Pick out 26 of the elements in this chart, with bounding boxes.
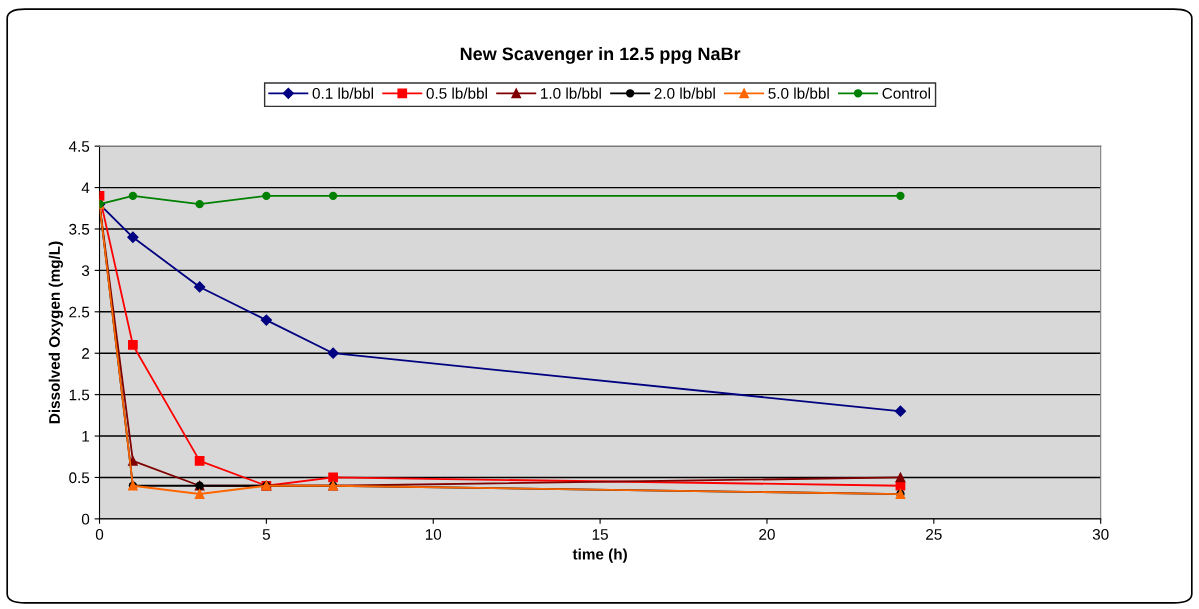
y-tick-label: 0.5 xyxy=(69,472,90,484)
x-tick-label: 15 xyxy=(592,529,608,540)
chart-title: New Scavenger in 12.5 ppg NaBr xyxy=(460,46,741,64)
x-tick-label: 25 xyxy=(926,528,942,540)
x-axis-title: time (h) xyxy=(572,548,627,563)
y-tick-label: 2.5 xyxy=(69,306,90,318)
x-tick-label: 20 xyxy=(759,528,775,540)
x-tick-label: 5 xyxy=(262,529,270,540)
y-tick-label: 4.5 xyxy=(68,141,90,152)
legend-label: 0.1 lb/bbl xyxy=(312,87,373,99)
y-tick-label: 2 xyxy=(82,348,90,359)
x-tick-label: 0 xyxy=(95,528,104,540)
y-tick-label: 3 xyxy=(81,265,90,277)
legend-label: 0.5 lb/bbl xyxy=(426,87,487,99)
legend-label: Control xyxy=(882,87,930,99)
y-tick-label: 1 xyxy=(82,431,90,442)
x-tick-label: 10 xyxy=(425,528,442,540)
legend-label: 1.0 lb/bbl xyxy=(541,87,601,99)
y-tick-label: 1.5 xyxy=(69,389,90,401)
y-tick-label: 4 xyxy=(81,182,90,194)
y-tick-label: 0 xyxy=(81,513,90,525)
y-tick-label: 3.5 xyxy=(69,223,90,235)
y-axis-title: Dissolved Oxygen (mg/L) xyxy=(48,241,63,424)
legend-label: 2.0 lb/bbl xyxy=(654,87,715,99)
legend-label: 5.0 lb/bbl xyxy=(768,87,829,99)
x-tick-label: 30 xyxy=(1092,528,1109,540)
